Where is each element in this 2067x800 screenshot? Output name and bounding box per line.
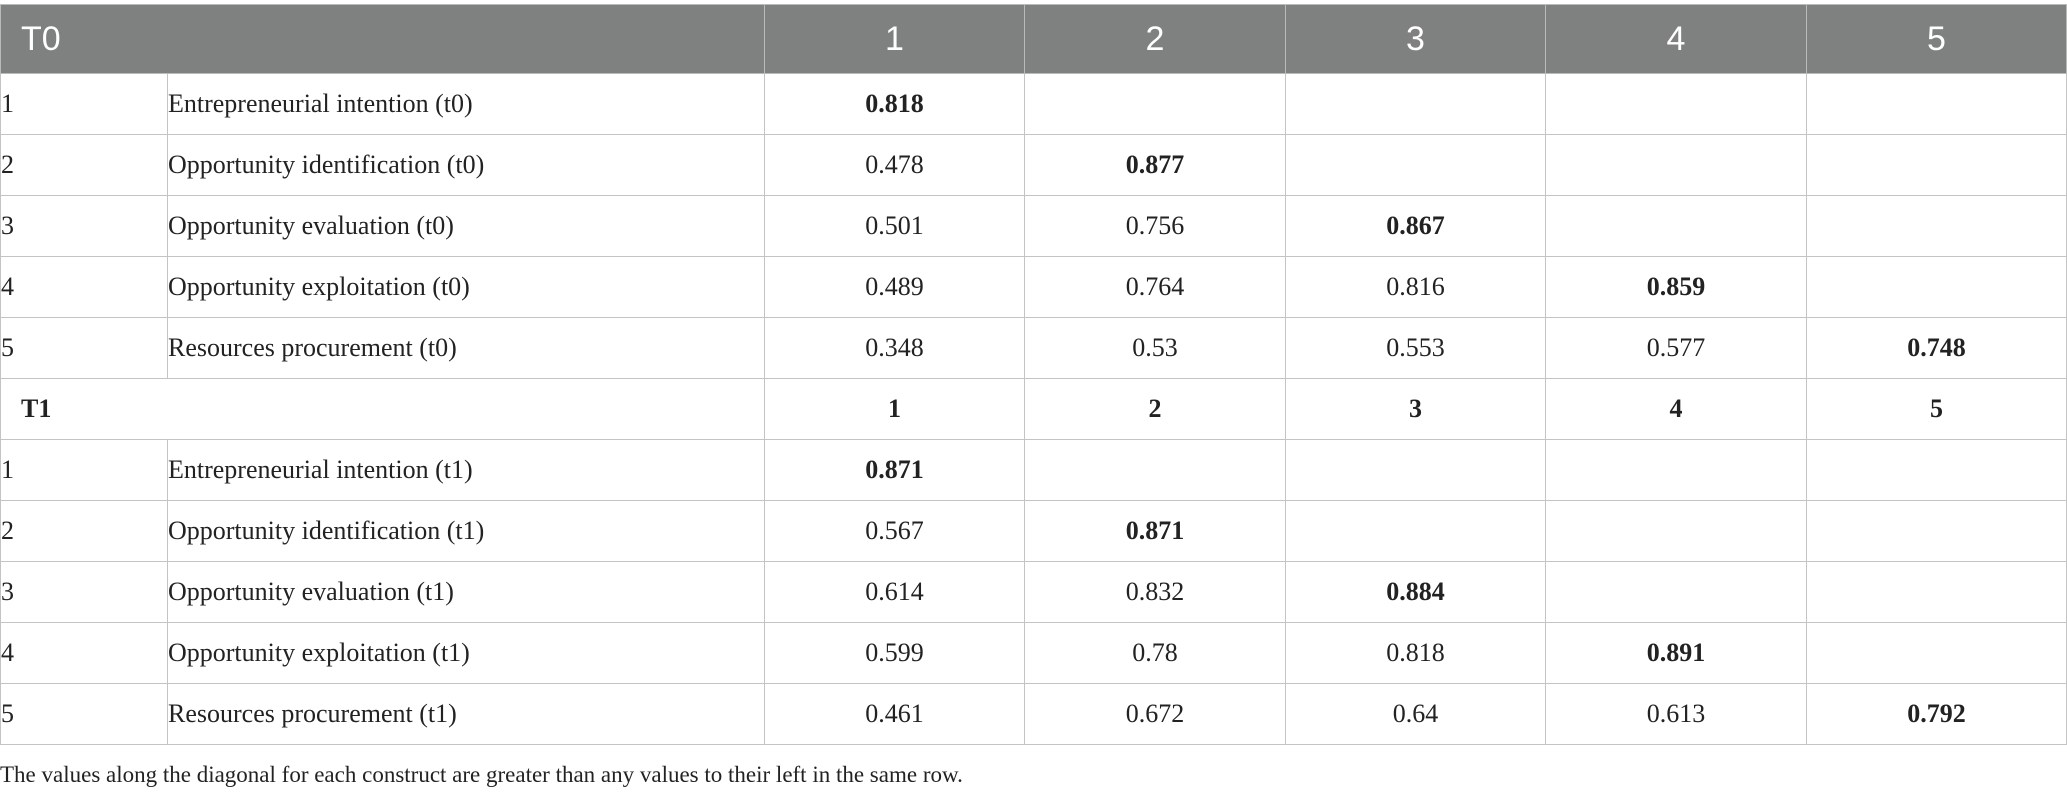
subheader-row: T1 1 2 3 4 5 [0,378,2067,440]
table-body: T0 1 2 3 4 5 1 Entrepreneurial intention … [0,4,2067,745]
diagonal-value-cell: 0.877 [1024,134,1286,196]
row-index: 1 [0,73,168,135]
row-index: 5 [0,317,168,379]
construct-label: Opportunity evaluation (t1) [167,561,765,623]
value-cell: 0.613 [1545,683,1807,745]
row-index: 4 [0,622,168,684]
table-row: 3 Opportunity evaluation (t1) 0.614 0.832 0.… [0,561,2067,623]
value-cell [1024,73,1286,135]
value-cell [1285,500,1546,562]
value-cell: 0.348 [764,317,1025,379]
diagonal-value-cell: 0.891 [1545,622,1807,684]
value-cell [1806,256,2067,318]
value-cell: 0.489 [764,256,1025,318]
table-row: 4 Opportunity exploitation (t0) 0.489 0.764… [0,256,2067,318]
subheader-col-1: 1 [764,378,1025,440]
value-cell: 0.818 [1285,622,1546,684]
header-col-3: 3 [1285,4,1546,74]
row-index: 2 [0,500,168,562]
value-cell: 0.599 [764,622,1025,684]
value-cell [1285,439,1546,501]
table-footnote: The values along the diagonal for each c… [0,762,963,787]
construct-label: Resources procurement (t0) [167,317,765,379]
header-col-5: 5 [1806,4,2067,74]
construct-label: Opportunity exploitation (t1) [167,622,765,684]
row-index: 1 [0,439,168,501]
table-row: 2 Opportunity identification (t1) 0.567 0.8… [0,500,2067,562]
subheader-col-4: 4 [1545,378,1807,440]
table-row: 4 Opportunity exploitation (t1) 0.599 0.78 0… [0,622,2067,684]
row-index: 3 [0,561,168,623]
construct-label: Opportunity identification (t0) [167,134,765,196]
value-cell [1285,73,1546,135]
value-cell [1024,439,1286,501]
value-cell: 0.672 [1024,683,1286,745]
value-cell [1545,500,1807,562]
value-cell: 0.832 [1024,561,1286,623]
row-index: 3 [0,195,168,257]
value-cell [1545,439,1807,501]
value-cell [1806,561,2067,623]
value-cell: 0.553 [1285,317,1546,379]
subheader-period-label: T1 [0,378,765,440]
value-cell: 0.461 [764,683,1025,745]
header-period-label: T0 [0,4,765,74]
value-cell: 0.614 [764,561,1025,623]
value-cell: 0.756 [1024,195,1286,257]
value-cell [1545,134,1807,196]
subheader-col-3: 3 [1285,378,1546,440]
construct-label: Opportunity identification (t1) [167,500,765,562]
diagonal-value-cell: 0.818 [764,73,1025,135]
subheader-col-5: 5 [1806,378,2067,440]
value-cell: 0.64 [1285,683,1546,745]
diagonal-value-cell: 0.871 [764,439,1025,501]
diagonal-value-cell: 0.792 [1806,683,2067,745]
value-cell [1806,134,2067,196]
construct-label: Opportunity exploitation (t0) [167,256,765,318]
diagonal-value-cell: 0.884 [1285,561,1546,623]
table-row: 5 Resources procurement (t0) 0.348 0.53 0.55… [0,317,2067,379]
diagonal-value-cell: 0.859 [1545,256,1807,318]
row-index: 2 [0,134,168,196]
subheader-col-2: 2 [1024,378,1286,440]
diagonal-value-cell: 0.748 [1806,317,2067,379]
value-cell [1806,73,2067,135]
value-cell [1806,622,2067,684]
construct-label: Opportunity evaluation (t0) [167,195,765,257]
table-header-row: T0 1 2 3 4 5 [0,4,2067,74]
table-row: 1 Entrepreneurial intention (t0) 0.818 [0,73,2067,135]
construct-label: Resources procurement (t1) [167,683,765,745]
value-cell: 0.577 [1545,317,1807,379]
table-row: 3 Opportunity evaluation (t0) 0.501 0.756 0.… [0,195,2067,257]
value-cell: 0.816 [1285,256,1546,318]
value-cell [1806,195,2067,257]
value-cell: 0.501 [764,195,1025,257]
value-cell: 0.53 [1024,317,1286,379]
header-col-4: 4 [1545,4,1807,74]
table-row: 1 Entrepreneurial intention (t1) 0.871 [0,439,2067,501]
diagonal-value-cell: 0.867 [1285,195,1546,257]
construct-label: Entrepreneurial intention (t1) [167,439,765,501]
value-cell [1806,439,2067,501]
value-cell [1806,500,2067,562]
header-col-2: 2 [1024,4,1286,74]
value-cell: 0.764 [1024,256,1286,318]
value-cell: 0.78 [1024,622,1286,684]
value-cell [1285,134,1546,196]
correlation-table: T0 1 2 3 4 5 1 Entrepreneurial intention … [0,4,2067,745]
value-cell [1545,73,1807,135]
value-cell: 0.567 [764,500,1025,562]
value-cell: 0.478 [764,134,1025,196]
value-cell [1545,561,1807,623]
table-row: 2 Opportunity identification (t0) 0.478 0.8… [0,134,2067,196]
row-index: 5 [0,683,168,745]
construct-label: Entrepreneurial intention (t0) [167,73,765,135]
header-col-1: 1 [764,4,1025,74]
row-index: 4 [0,256,168,318]
diagonal-value-cell: 0.871 [1024,500,1286,562]
value-cell [1545,195,1807,257]
table-row: 5 Resources procurement (t1) 0.461 0.672 0.6… [0,683,2067,745]
